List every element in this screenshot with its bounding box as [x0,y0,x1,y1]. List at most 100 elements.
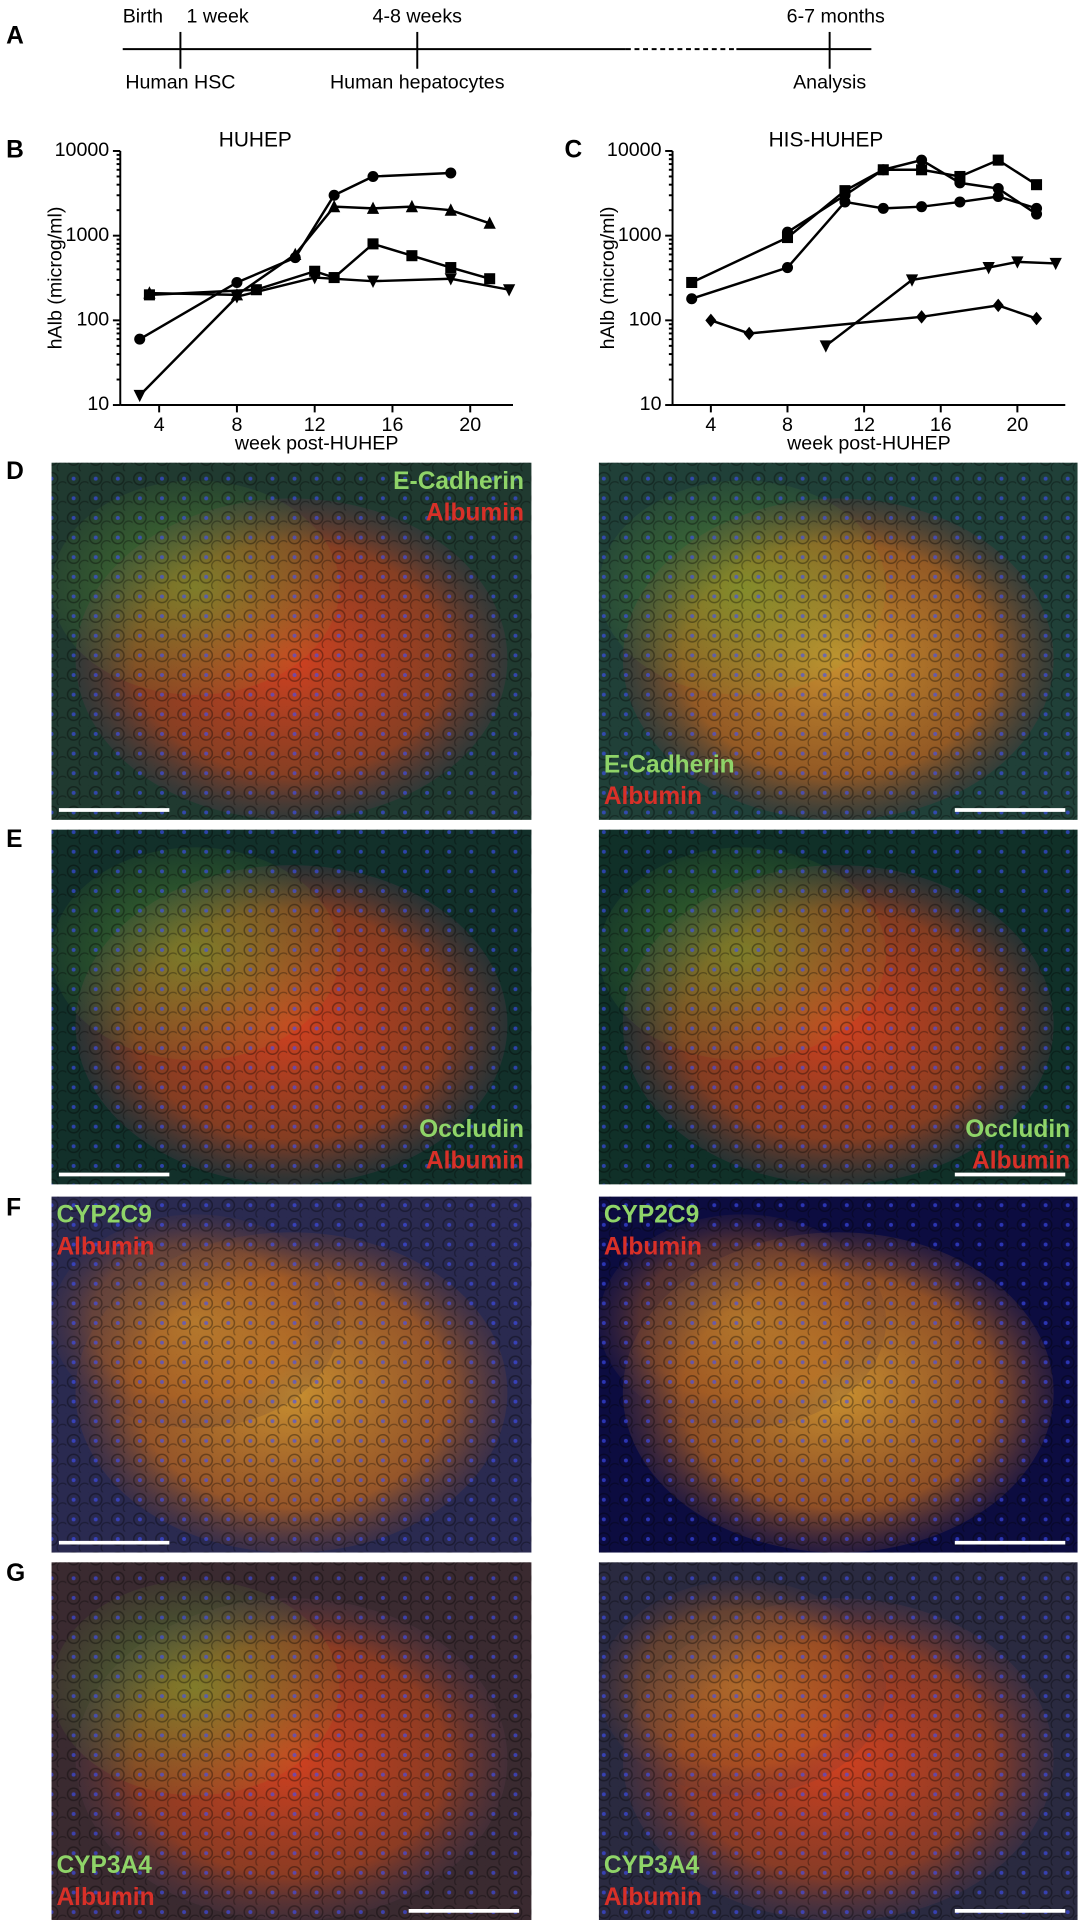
data-point [954,196,966,208]
stain-label: E-Cadherin [393,468,524,495]
micrograph: Occludin Albumin [51,829,532,1185]
panel-label: C [565,136,583,163]
stain-label: CYP3A4 [604,1852,700,1879]
data-point [366,275,380,288]
timeline-label: Birth [123,5,163,27]
timeline-label: 4-8 weeks [373,5,463,27]
micrograph-cells [598,1562,1078,1920]
stain-label: Albumin [604,1234,702,1261]
data-point [327,199,341,213]
chart-title: HIS-HUHEP [769,129,884,152]
x-tick-label: 8 [782,414,793,436]
data-point [309,265,321,277]
data-point [916,201,928,213]
y-tick-label: 100 [76,309,109,331]
series-line [149,242,491,297]
data-point [992,298,1004,313]
data-point [250,284,262,296]
x-tick-label: 20 [459,414,481,436]
stain-label: Albumin [56,1234,154,1261]
data-point [444,273,457,286]
data-point [143,289,155,301]
data-point [134,333,146,345]
y-tick-label: 10000 [607,139,662,161]
x-axis-label: week post-HUHEP [234,432,399,454]
stain-label: Albumin [56,1884,154,1911]
y-axis-label: hAlb (microg/ml) [45,207,67,350]
data-point [954,177,966,189]
panel-label: E [6,826,22,853]
micrograph: CYP2C9 Albumin [51,1196,532,1553]
data-point [743,326,755,341]
panel-label: D [6,458,24,485]
y-tick-label: 10 [87,393,109,415]
x-tick-label: 16 [930,414,952,436]
stain-label: E-Cadherin [604,751,735,778]
data-point [445,167,457,179]
data-point [877,202,889,214]
y-tick-label: 10000 [55,139,110,161]
data-point [686,293,698,305]
data-point [308,272,321,285]
data-point [916,164,928,176]
data-point [916,310,928,324]
data-point [231,276,243,289]
data-point [1031,311,1043,326]
data-point [839,196,851,208]
micrograph: CYP2C9 Albumin [598,1196,1078,1553]
chart-title: HUHEP [219,129,292,152]
timeline-label: 6-7 months [787,5,885,27]
data-point [366,201,380,214]
data-point [1031,202,1043,214]
stain-label: CYP2C9 [56,1202,151,1229]
stain-label: CYP2C9 [604,1202,699,1229]
y-tick-label: 1000 [66,224,110,246]
x-tick-label: 8 [231,414,242,436]
micrograph-cells [51,1562,532,1920]
stain-label: Albumin [972,1148,1070,1175]
data-point [406,250,418,262]
timeline-label: Human hepatocytes [330,72,505,94]
data-point [954,170,966,182]
data-point [230,291,244,304]
data-point [1031,179,1043,191]
data-point [781,226,794,238]
micrograph-cells [598,1196,1078,1553]
micrograph-cells [598,829,1078,1185]
data-point [705,313,717,328]
micrograph: E-Cadherin Albumin [598,462,1078,820]
stain-label: Occludin [965,1116,1070,1143]
micrograph-cells [51,829,532,1185]
x-tick-label: 20 [1006,414,1028,436]
data-point [367,170,379,182]
data-point [992,154,1004,166]
micrograph-cells [598,462,1078,820]
y-tick-label: 1000 [618,224,662,246]
stain-label: Albumin [604,783,702,810]
x-tick-label: 4 [705,414,716,436]
data-point [992,183,1004,195]
x-axis-label: week post-HUHEP [786,432,951,454]
series-line [149,205,491,297]
data-point [1011,256,1024,269]
data-point [444,203,457,216]
series-line [138,276,510,397]
x-tick-label: 4 [154,414,165,436]
micrograph-cells [51,1196,532,1553]
stain-label: Albumin [426,500,524,527]
data-point [905,274,919,287]
data-point [877,164,889,176]
timeline-label: 1 week [187,5,249,27]
timeline: Birth 1 week 4-8 weeks 6-7 months Human … [123,5,885,93]
series-line [691,195,1037,300]
micrograph: CYP3A4 Albumin [598,1562,1078,1920]
stain-label: Albumin [426,1148,524,1175]
stain-label: CYP3A4 [56,1852,152,1879]
data-point [992,190,1004,203]
micrograph-cells [51,462,532,820]
x-tick-label: 12 [304,414,326,436]
data-point [686,276,698,289]
data-point [819,340,832,353]
x-tick-label: 12 [853,414,875,436]
